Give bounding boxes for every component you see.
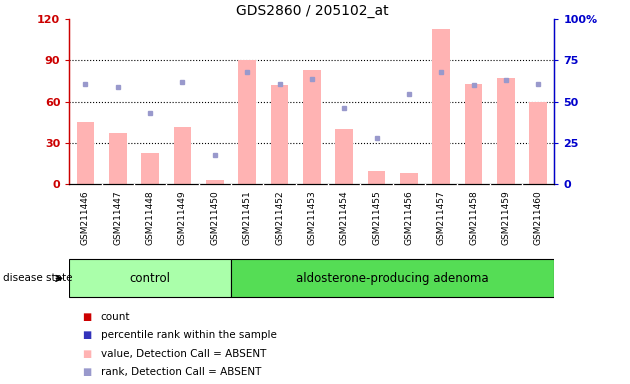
Text: value, Detection Call = ABSENT: value, Detection Call = ABSENT xyxy=(101,349,266,359)
Text: GSM211457: GSM211457 xyxy=(437,190,445,245)
Text: GSM211458: GSM211458 xyxy=(469,190,478,245)
Bar xyxy=(238,61,256,184)
Bar xyxy=(400,173,418,184)
Bar xyxy=(206,180,224,184)
Text: ■: ■ xyxy=(82,312,91,322)
Bar xyxy=(432,29,450,184)
Text: GSM211450: GSM211450 xyxy=(210,190,219,245)
Text: GSM211452: GSM211452 xyxy=(275,190,284,245)
Text: GSM211459: GSM211459 xyxy=(501,190,510,245)
Text: ■: ■ xyxy=(82,330,91,340)
Text: GSM211448: GSM211448 xyxy=(146,190,154,245)
Text: GSM211446: GSM211446 xyxy=(81,190,90,245)
Text: control: control xyxy=(130,272,171,285)
Bar xyxy=(368,170,386,184)
Bar xyxy=(271,85,289,184)
Text: GSM211460: GSM211460 xyxy=(534,190,542,245)
Bar xyxy=(141,153,159,184)
Text: GSM211451: GSM211451 xyxy=(243,190,251,245)
Bar xyxy=(109,133,127,184)
Bar xyxy=(303,70,321,184)
FancyBboxPatch shape xyxy=(69,260,231,297)
Text: GSM211449: GSM211449 xyxy=(178,190,187,245)
Text: percentile rank within the sample: percentile rank within the sample xyxy=(101,330,277,340)
Bar xyxy=(174,127,192,184)
Text: count: count xyxy=(101,312,130,322)
Text: rank, Detection Call = ABSENT: rank, Detection Call = ABSENT xyxy=(101,367,261,377)
Text: GSM211455: GSM211455 xyxy=(372,190,381,245)
Bar xyxy=(335,129,353,184)
Bar xyxy=(77,122,94,184)
Bar xyxy=(465,84,483,184)
Bar xyxy=(497,78,515,184)
Text: ■: ■ xyxy=(82,367,91,377)
Text: aldosterone-producing adenoma: aldosterone-producing adenoma xyxy=(296,272,489,285)
Text: GSM211454: GSM211454 xyxy=(340,190,348,245)
Text: GSM211456: GSM211456 xyxy=(404,190,413,245)
Title: GDS2860 / 205102_at: GDS2860 / 205102_at xyxy=(236,4,388,18)
Text: GSM211447: GSM211447 xyxy=(113,190,122,245)
Text: GSM211453: GSM211453 xyxy=(307,190,316,245)
FancyBboxPatch shape xyxy=(231,260,554,297)
Text: ■: ■ xyxy=(82,349,91,359)
Text: disease state: disease state xyxy=(3,273,72,283)
Bar xyxy=(529,102,547,184)
